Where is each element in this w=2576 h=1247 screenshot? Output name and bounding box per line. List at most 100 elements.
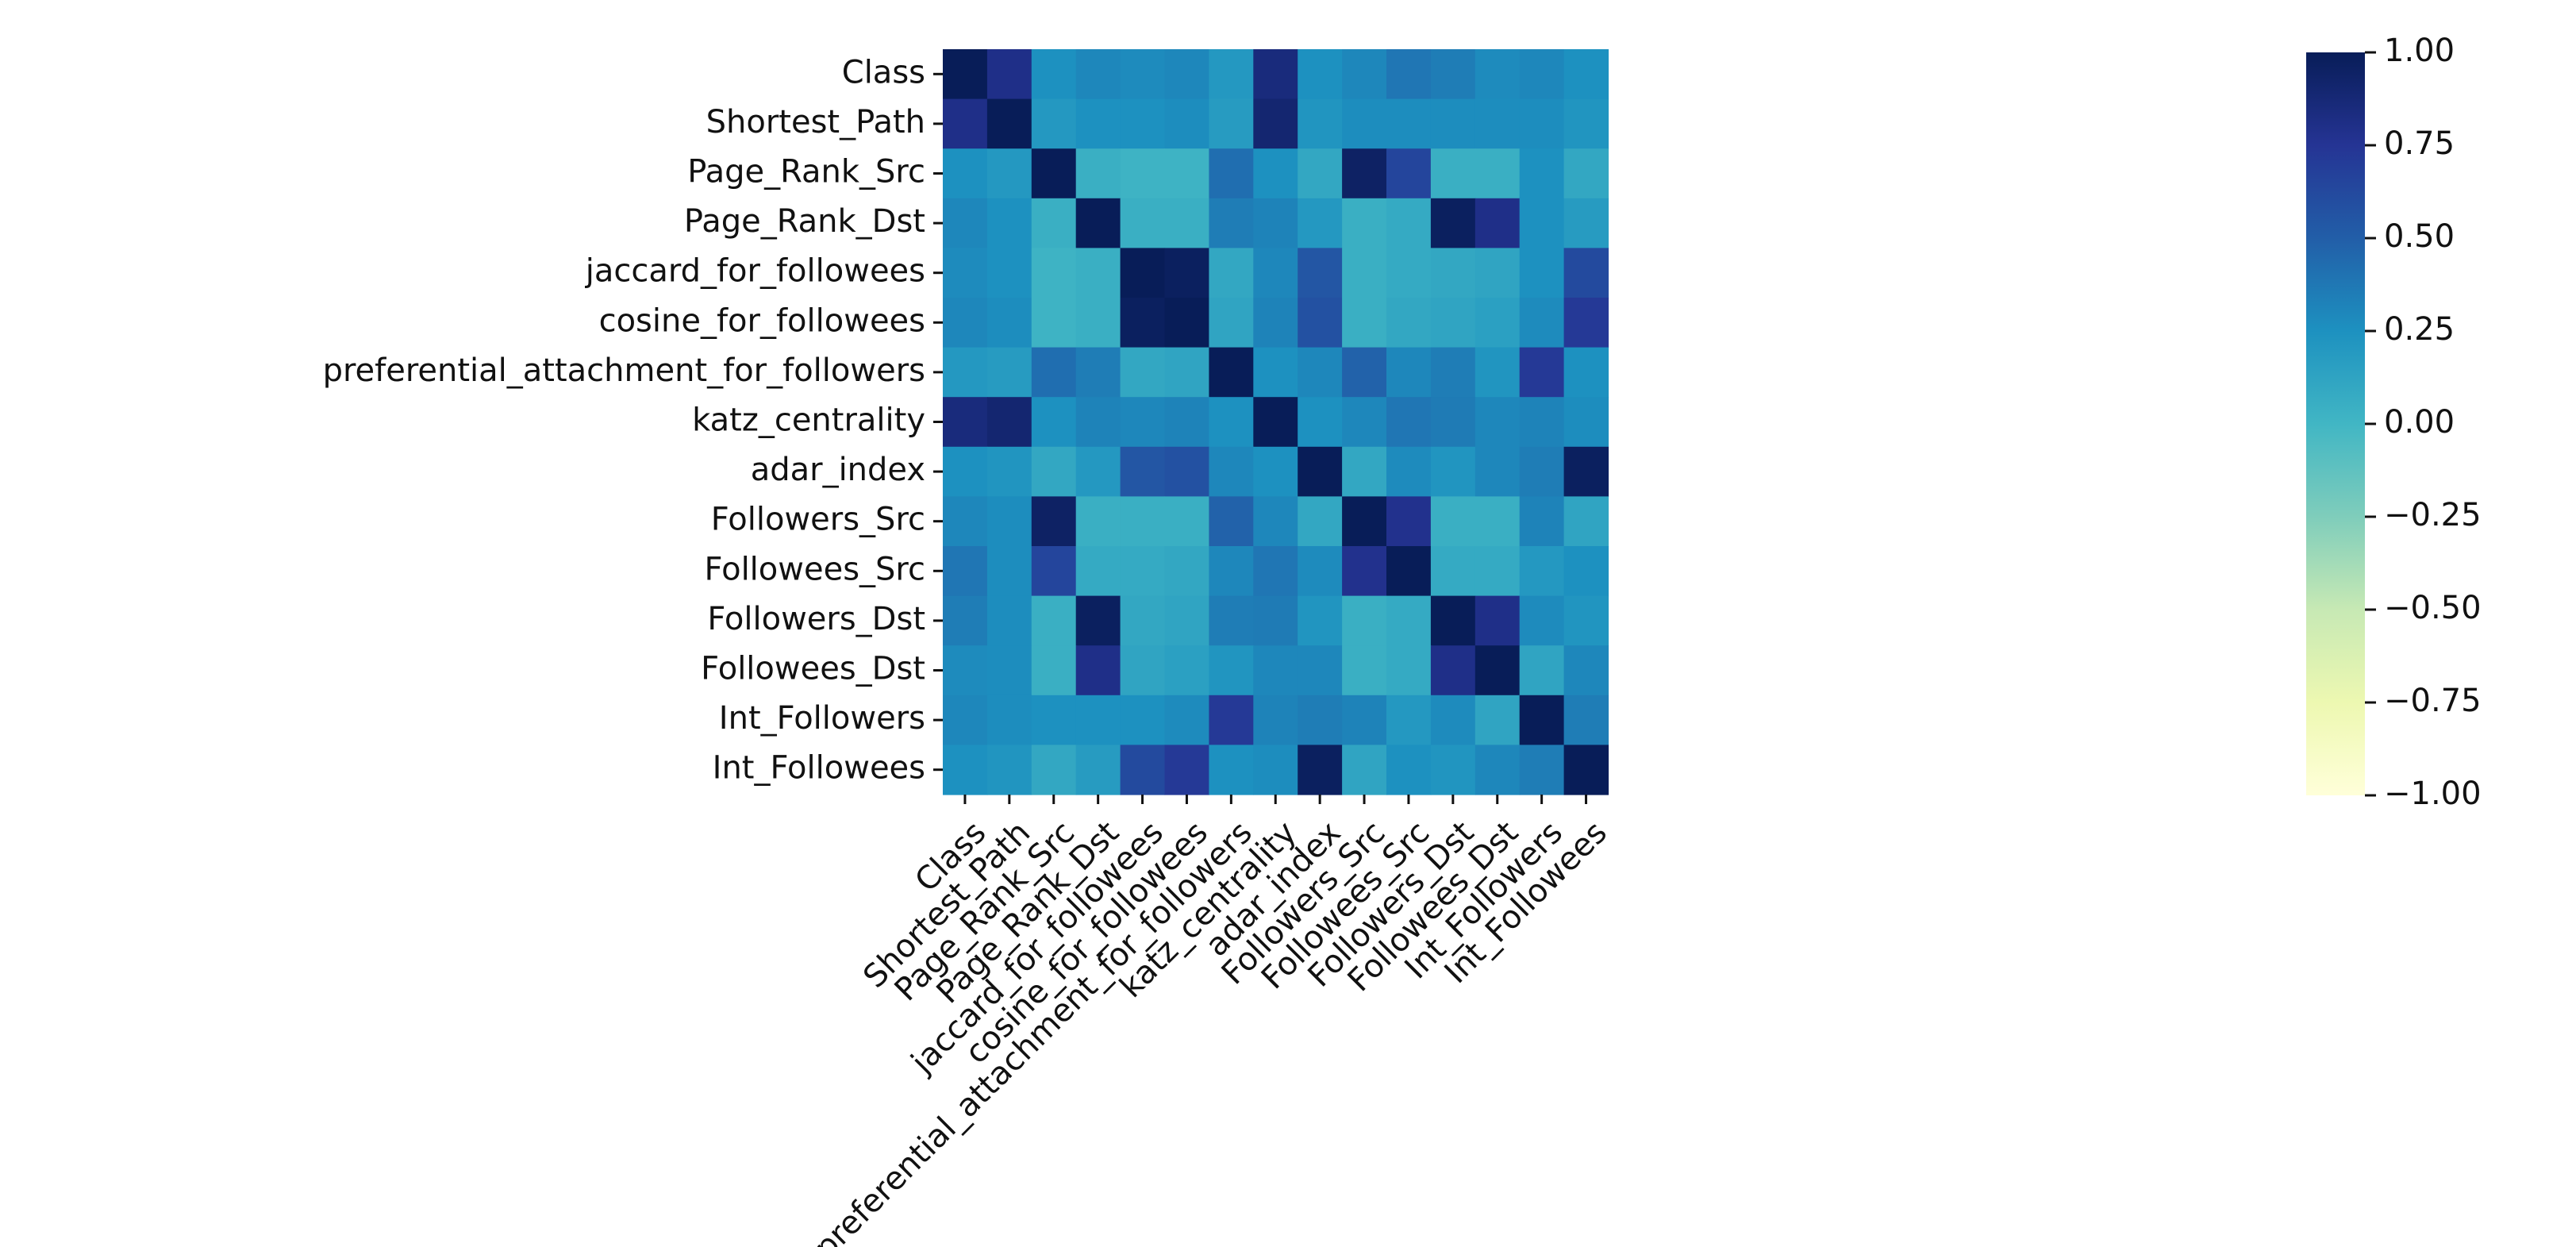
heatmap-cell xyxy=(1430,298,1476,348)
heatmap-cell xyxy=(1209,595,1254,646)
y-tick-label: Followees_Dst xyxy=(701,651,925,687)
heatmap-cell xyxy=(1386,645,1432,696)
heatmap-cell xyxy=(1386,446,1432,497)
heatmap-cell xyxy=(1253,298,1298,348)
heatmap-cell xyxy=(986,745,1032,795)
heatmap-cell xyxy=(1474,595,1521,646)
heatmap-cell xyxy=(1342,645,1387,696)
heatmap-cell xyxy=(1253,49,1298,100)
heatmap-cell xyxy=(1519,347,1565,398)
heatmap-cell xyxy=(1298,645,1343,696)
heatmap-cell xyxy=(1120,695,1166,745)
heatmap-cell xyxy=(1031,298,1077,348)
heatmap-cell xyxy=(1031,645,1077,696)
heatmap-cell xyxy=(1031,98,1077,149)
heatmap-cell xyxy=(986,298,1032,348)
heatmap-cell xyxy=(1120,446,1166,497)
heatmap-cell xyxy=(1386,248,1432,298)
heatmap-cell xyxy=(1120,148,1166,199)
heatmap-cell xyxy=(1075,98,1121,149)
heatmap-cell xyxy=(1342,397,1387,448)
heatmap-cell xyxy=(1563,148,1609,199)
y-tick-label: Page_Rank_Src xyxy=(687,154,925,191)
heatmap-cell xyxy=(1342,496,1387,547)
heatmap-cell xyxy=(1209,496,1254,547)
heatmap-cell xyxy=(1430,745,1476,795)
heatmap-cell xyxy=(1164,546,1209,597)
heatmap-cell xyxy=(1209,248,1254,298)
heatmap-cell xyxy=(1164,446,1209,497)
heatmap-cell xyxy=(1386,98,1432,149)
heatmap-cell xyxy=(986,695,1032,745)
heatmap-cell xyxy=(1474,347,1521,398)
heatmap-cell xyxy=(1253,745,1298,795)
y-tick-label: jaccard_for_followees xyxy=(585,253,925,290)
heatmap-cell xyxy=(1120,248,1166,298)
heatmap-cell xyxy=(1031,546,1077,597)
heatmap-cell xyxy=(1120,595,1166,646)
heatmap-cell xyxy=(1430,148,1476,199)
heatmap-cell xyxy=(943,446,988,497)
x-axis: ClassShortest_PathPage_Rank_SrcPage_Rank… xyxy=(807,795,1614,1247)
heatmap-cell xyxy=(1120,49,1166,100)
heatmap-cell xyxy=(1075,446,1121,497)
heatmap-cell xyxy=(986,49,1032,100)
heatmap-cell xyxy=(1298,347,1343,398)
y-tick-label: katz_centrality xyxy=(692,402,925,439)
heatmap-cell xyxy=(1209,397,1254,448)
heatmap-cell xyxy=(1430,49,1476,100)
heatmap-cell xyxy=(1563,546,1609,597)
heatmap-cell xyxy=(1563,645,1609,696)
heatmap-cell xyxy=(986,446,1032,497)
heatmap-cell xyxy=(986,595,1032,646)
heatmap-cell xyxy=(1563,397,1609,448)
heatmap-cell xyxy=(1519,745,1565,795)
heatmap-cell xyxy=(1563,49,1609,100)
heatmap-cell xyxy=(1519,595,1565,646)
heatmap-cell xyxy=(1474,645,1521,696)
heatmap-cell xyxy=(1519,49,1565,100)
heatmap-cell xyxy=(1164,595,1209,646)
heatmap-cell xyxy=(1430,645,1476,696)
y-tick-label: cosine_for_followees xyxy=(599,302,925,339)
colorbar-ticks: 1.00 0.75 0.50 0.25 0.00 −0.25 −0.50 −0.75 −1.00 xyxy=(2365,33,2482,812)
heatmap-cell xyxy=(1075,695,1121,745)
heatmap-cell xyxy=(1386,49,1432,100)
heatmap-cell xyxy=(1474,745,1521,795)
heatmap-cell xyxy=(943,347,988,398)
heatmap-cell xyxy=(1519,546,1565,597)
heatmap-cell xyxy=(1519,298,1565,348)
heatmap-cell xyxy=(1519,98,1565,149)
heatmap-cell xyxy=(943,695,988,745)
heatmap-cell xyxy=(1430,595,1476,646)
heatmap-cell xyxy=(1386,198,1432,248)
y-axis: Class Shortest_Path Page_Rank_Src Page_Rank… xyxy=(323,54,943,787)
heatmap-cell xyxy=(943,745,988,795)
heatmap-cell xyxy=(1253,248,1298,298)
heatmap-cell xyxy=(1031,397,1077,448)
heatmap-cell xyxy=(1298,496,1343,547)
y-tick-label: Shortest_Path xyxy=(706,104,925,140)
heatmap-cell xyxy=(1120,298,1166,348)
heatmap-cell xyxy=(1386,595,1432,646)
colorbar-tick-label: −0.25 xyxy=(2384,497,2482,533)
y-tick-label: Int_Followees xyxy=(713,750,925,787)
heatmap-cell xyxy=(1164,298,1209,348)
heatmap-cell xyxy=(1209,695,1254,745)
heatmap-cell xyxy=(1563,496,1609,547)
colorbar-tick-label: 0.50 xyxy=(2384,218,2455,255)
colorbar-tick-label: 0.25 xyxy=(2384,311,2455,348)
heatmap-cell xyxy=(1474,98,1521,149)
heatmap-cell xyxy=(1342,198,1387,248)
heatmap-cell xyxy=(1430,248,1476,298)
heatmap-cell xyxy=(1253,496,1298,547)
heatmap-cell xyxy=(1031,347,1077,398)
heatmap-cell xyxy=(1164,98,1209,149)
heatmap-cell xyxy=(1253,695,1298,745)
colorbar-tick-label: −0.50 xyxy=(2384,590,2482,626)
heatmap-cell xyxy=(1253,198,1298,248)
heatmap-cell xyxy=(1386,347,1432,398)
heatmap-cell xyxy=(1474,148,1521,199)
heatmap-cell xyxy=(1075,546,1121,597)
heatmap-cell xyxy=(943,496,988,547)
